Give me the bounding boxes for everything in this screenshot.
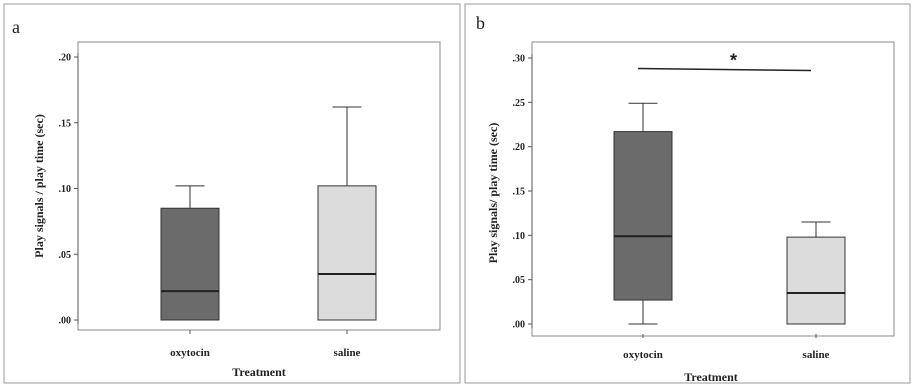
panel-b-ytick-label: .15 xyxy=(513,187,526,198)
panel-a-box-rect xyxy=(160,207,220,321)
panel-a-letter: a xyxy=(12,17,20,37)
panel-b-significance-star: * xyxy=(730,51,737,71)
panel-b-ytick-label: .00 xyxy=(513,320,526,331)
panel-a-category-label: oxytocin xyxy=(170,347,210,359)
panel-b-letter: b xyxy=(476,13,485,33)
panel-a-ytick-label: .10 xyxy=(59,184,72,195)
panel-a-box-rect xyxy=(317,185,377,321)
panel-a-yticks: .00 .05 .10 .15 .20 xyxy=(59,53,79,327)
panel-b-ytick-label: .20 xyxy=(513,142,526,153)
panel-b-box-rect xyxy=(786,236,846,325)
panel-b-ytick-label: .05 xyxy=(513,275,526,286)
panel-b-box-saline xyxy=(786,221,846,325)
panel-b-ylabel: Play signals/ play time (sec) xyxy=(486,123,500,264)
panel-b-xlabel: Treatment xyxy=(684,370,738,384)
panel-b-significance-line xyxy=(637,67,812,72)
panel-a-box-oxytocin xyxy=(160,185,220,321)
panel-a-box-saline xyxy=(317,106,377,321)
panel-b-box-rect xyxy=(613,131,673,301)
panel-b-boxes xyxy=(613,102,846,325)
panel-a-ytick-label: .15 xyxy=(59,118,72,129)
panel-a-category-label: saline xyxy=(334,347,361,359)
panel-a-categories: oxytocin saline xyxy=(170,330,361,359)
panel-b-ytick-label: .10 xyxy=(513,231,526,242)
panel-b-ytick-label: .25 xyxy=(513,98,526,109)
panel-a-xlabel: Treatment xyxy=(232,365,286,379)
panel-a-ytick-label: .20 xyxy=(59,53,72,64)
panel-b-category-label: saline xyxy=(803,349,830,361)
panel-a-boxes xyxy=(160,106,377,321)
panel-b-ytick-label: .30 xyxy=(513,54,526,65)
panel-a-ytick-label: .00 xyxy=(59,316,72,327)
panel-a-ytick-label: .05 xyxy=(59,250,72,261)
panel-b-border xyxy=(464,3,911,384)
panel-b-categories: oxytocin saline xyxy=(623,334,830,361)
panel-b: b Play signals/ play time (sec) Treatmen… xyxy=(464,3,911,384)
panel-b-significance: * xyxy=(637,51,812,72)
panel-b-category-label: oxytocin xyxy=(623,349,663,361)
panel-a-border xyxy=(3,3,461,384)
panel-a: a Play signals / play time (sec) Treatme… xyxy=(3,3,461,384)
panel-b-yticks: .00 .05 .10 .15 .20 .25 .30 xyxy=(513,54,533,331)
panel-a-ylabel: Play signals / play time (sec) xyxy=(32,114,46,258)
panel-a-plot-frame xyxy=(77,41,441,331)
panel-b-box-oxytocin xyxy=(613,102,673,325)
